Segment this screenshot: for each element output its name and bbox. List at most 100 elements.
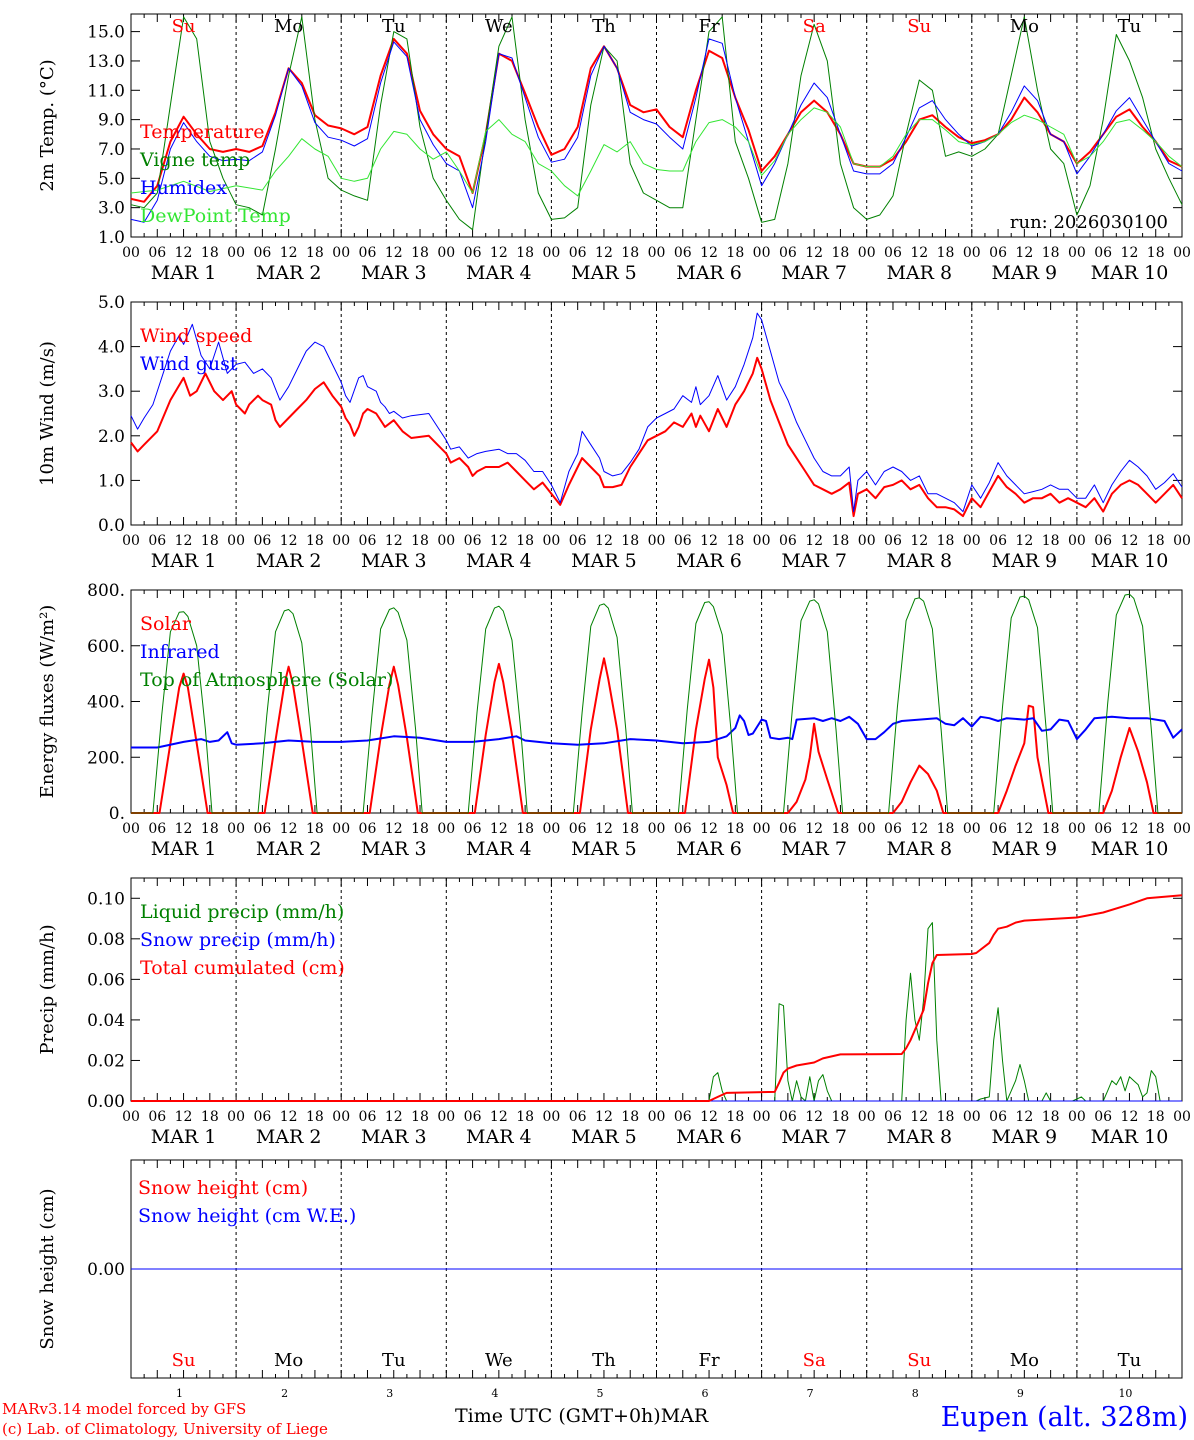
x-tick-label: 18: [201, 533, 219, 549]
x-tick-label: 12: [1121, 1109, 1139, 1125]
x-tick-label: 00: [963, 821, 981, 837]
x-tick-label: 06: [359, 245, 377, 261]
x-tick-label: 06: [989, 1109, 1007, 1125]
weekday-label-bottom: Tu: [1118, 1350, 1142, 1371]
x-tick-label: 18: [516, 245, 534, 261]
date-label: MAR 7: [781, 550, 847, 572]
y-tick-label: 0.0: [98, 516, 125, 536]
weekday-label-bottom: Fr: [699, 1350, 720, 1371]
x-tick-label: 12: [280, 533, 298, 549]
weekday-label-bottom: Mo: [274, 1350, 303, 1371]
x-tick-label: 06: [884, 533, 902, 549]
x-tick-label: 00: [858, 1109, 876, 1125]
y-axis-label-snow: Snow height (cm): [37, 1188, 58, 1349]
x-tick-label: 00: [648, 533, 666, 549]
x-tick-label: 00: [858, 821, 876, 837]
x-tick-label: 12: [280, 821, 298, 837]
date-label: MAR 7: [781, 262, 847, 284]
date-label: MAR 7: [781, 838, 847, 860]
date-label: MAR 4: [466, 262, 532, 284]
x-tick-label: 18: [1042, 533, 1060, 549]
x-tick-label: 12: [385, 245, 403, 261]
legend-entry: Top of Atmosphere (Solar): [140, 669, 393, 691]
x-tick-label: 12: [805, 1109, 823, 1125]
panel-frame-temp: [130, 13, 1183, 238]
x-tick-label: 12: [910, 821, 928, 837]
date-label: MAR 4: [466, 550, 532, 572]
weekday-label-bottom: Mo: [1010, 1350, 1039, 1371]
x-tick-label: 06: [1094, 821, 1112, 837]
date-label: MAR 5: [571, 838, 637, 860]
x-tick-label: 06: [464, 821, 482, 837]
y-tick-label: 4.0: [98, 338, 125, 358]
y-tick-label: 800.: [87, 581, 125, 601]
x-tick-label: 12: [490, 1109, 508, 1125]
y-tick-label: 0.08: [87, 930, 125, 950]
x-tick-label: 00: [648, 245, 666, 261]
run-label: run: 2026030100: [1010, 212, 1168, 233]
x-tick-label: 18: [306, 821, 324, 837]
x-tick-label: 18: [832, 533, 850, 549]
x-tick-label: 06: [359, 821, 377, 837]
date-label: MAR 9: [992, 838, 1058, 860]
y-tick-label: 0.00: [87, 1092, 125, 1112]
x-tick-label: 00: [963, 1109, 981, 1125]
y-tick-label: 0.10: [87, 889, 125, 909]
x-tick-label: 18: [516, 821, 534, 837]
weekday-label-bottom: Su: [907, 1350, 931, 1371]
date-label: MAR 1: [151, 838, 217, 860]
day-number: 9: [1017, 1387, 1024, 1400]
x-tick-label: 18: [306, 245, 324, 261]
x-tick-label: 00: [332, 821, 350, 837]
x-tick-label: 18: [832, 1109, 850, 1125]
y-tick-label: 0.: [109, 804, 125, 824]
x-tick-label: 12: [490, 245, 508, 261]
x-tick-label: 12: [175, 1109, 193, 1125]
x-tick-label: 00: [963, 245, 981, 261]
x-axis-label: Time UTC (GMT+0h)MAR: [455, 1405, 708, 1427]
date-label: MAR 5: [571, 550, 637, 572]
series-line-liquid-precip-mm-h-: [131, 922, 1182, 1102]
x-tick-label: 18: [1042, 1109, 1060, 1125]
legend-entry: Wind gust: [140, 353, 238, 375]
x-tick-label: 18: [832, 821, 850, 837]
x-tick-label: 12: [1015, 245, 1033, 261]
x-tick-label: 18: [937, 821, 955, 837]
x-tick-label: 06: [884, 1109, 902, 1125]
date-label: MAR 2: [256, 262, 322, 284]
x-tick-label: 00: [437, 245, 455, 261]
x-tick-label: 06: [569, 821, 587, 837]
x-tick-label: 00: [858, 533, 876, 549]
day-number: 6: [702, 1387, 709, 1400]
x-tick-label: 06: [1094, 533, 1112, 549]
date-label: MAR 8: [886, 262, 952, 284]
x-tick-label: 12: [1121, 533, 1139, 549]
location-label: Eupen (alt. 328m): [940, 1402, 1188, 1433]
x-tick-label: 12: [700, 1109, 718, 1125]
x-tick-label: 06: [779, 1109, 797, 1125]
x-tick-label: 06: [779, 533, 797, 549]
x-tick-label: 06: [674, 533, 692, 549]
x-tick-label: 06: [253, 533, 271, 549]
x-tick-label: 00: [227, 533, 245, 549]
x-tick-label: 06: [464, 245, 482, 261]
legend-entry: Snow precip (mm/h): [140, 929, 336, 951]
weekday-label: Fr: [699, 16, 720, 37]
x-tick-label: 18: [1147, 245, 1165, 261]
x-tick-label: 00: [122, 1109, 140, 1125]
x-tick-label: 12: [805, 821, 823, 837]
x-tick-label: 06: [464, 533, 482, 549]
day-number: 1: [176, 1387, 183, 1400]
x-tick-label: 12: [805, 533, 823, 549]
weekday-label: Tu: [1118, 16, 1142, 37]
y-axis-label-wind: 10m Wind (m/s): [37, 341, 58, 486]
x-tick-label: 00: [332, 245, 350, 261]
x-tick-label: 00: [437, 533, 455, 549]
x-tick-label: 06: [148, 533, 166, 549]
y-tick-label: 5.0: [98, 293, 125, 313]
x-tick-label: 00: [542, 533, 560, 549]
date-label: MAR 1: [151, 550, 217, 572]
x-tick-label: 00: [332, 533, 350, 549]
day-number: 7: [807, 1387, 814, 1400]
